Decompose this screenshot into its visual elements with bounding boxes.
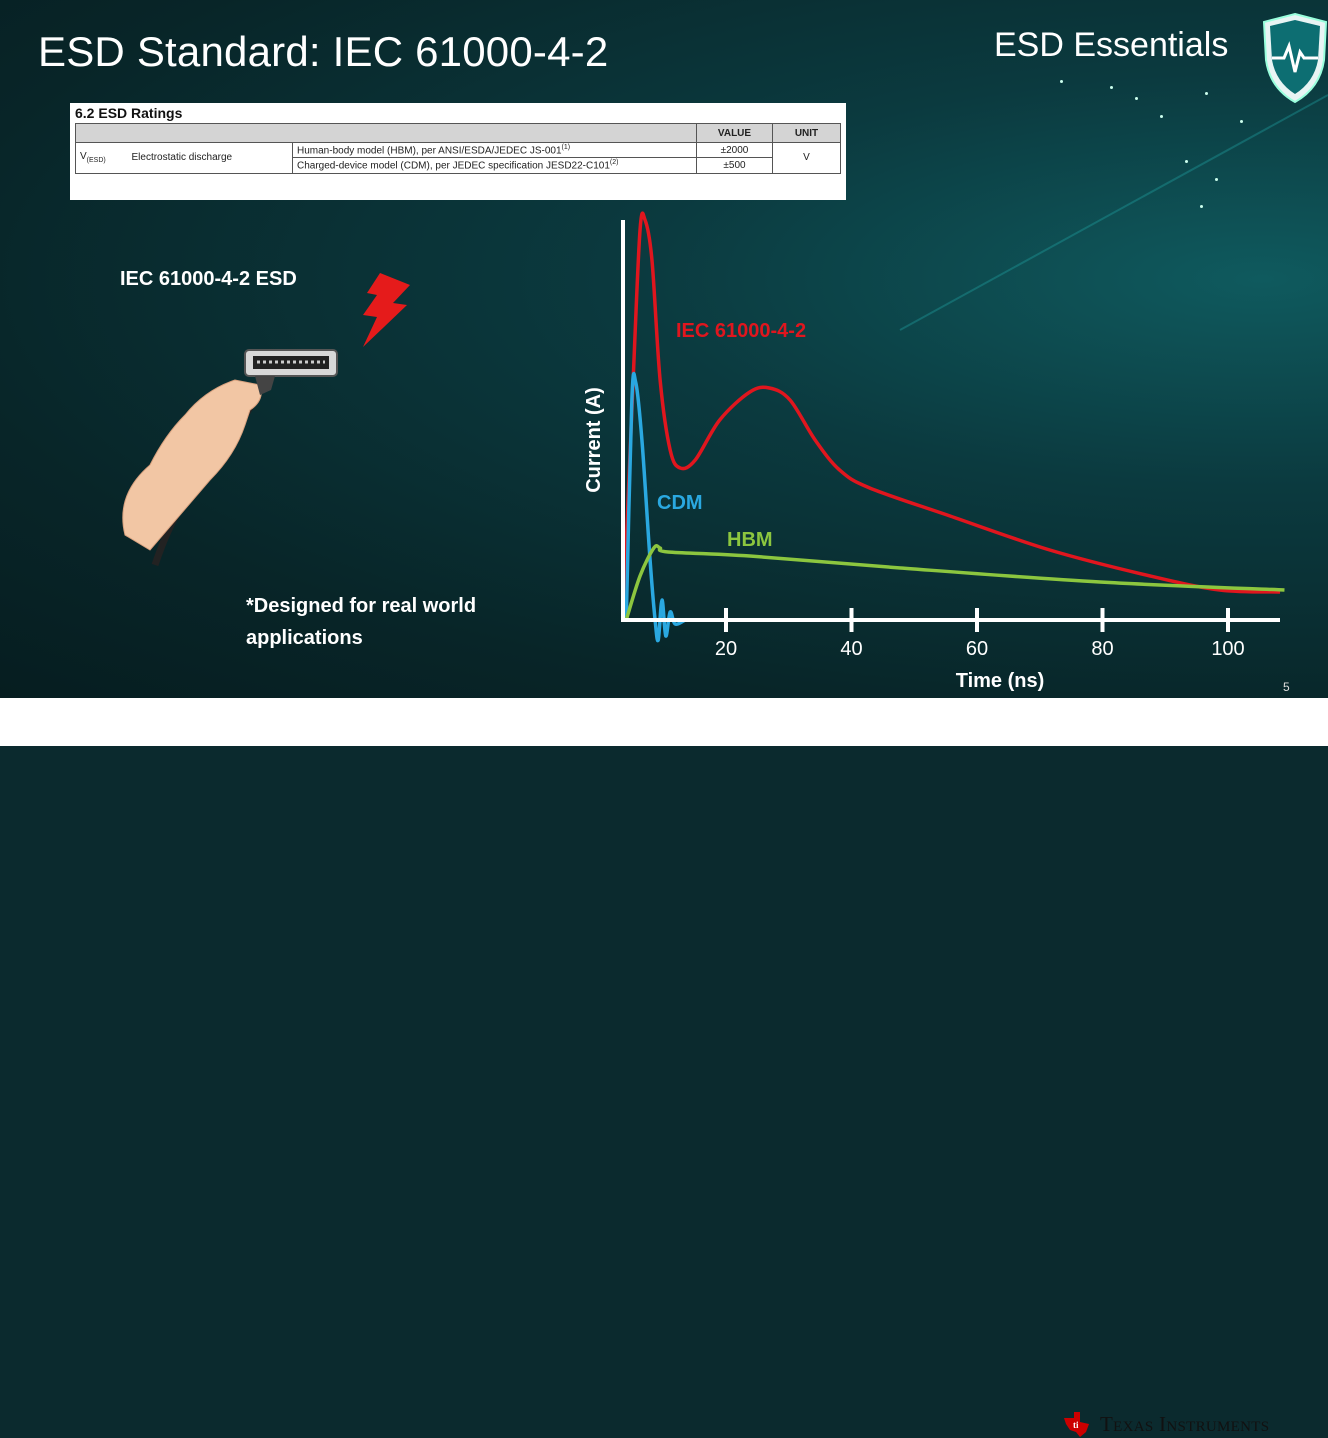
note-line-2: applications xyxy=(246,627,363,649)
table-title: 6.2 ESD Ratings xyxy=(75,105,183,121)
table-header-blank xyxy=(75,123,697,143)
footer-bar: ti Texas Instruments xyxy=(0,698,1328,1437)
note-line-1: *Designed for real world xyxy=(246,595,477,617)
footnote-text: *Designed for real world applications xyxy=(246,590,476,654)
series-line-iec-61000-4-2 xyxy=(621,211,1281,621)
value-cell: ±500 xyxy=(696,157,773,174)
x-tick-label: 20 xyxy=(715,638,737,660)
x-tick-label: 100 xyxy=(1211,638,1244,660)
parameter-cell: Electrostatic discharge xyxy=(127,142,293,174)
series-label-cdm: CDM xyxy=(657,492,703,514)
table-header-unit: UNIT xyxy=(772,123,841,143)
ti-logo-text: Texas Instruments xyxy=(1100,1411,1270,1436)
decorative-streak xyxy=(899,94,1328,331)
unit-cell: V xyxy=(772,142,841,174)
page-number: 5 xyxy=(1283,680,1290,694)
esd-ratings-table: 6.2 ESD Ratings VALUE UNIT V(ESD) Electr… xyxy=(70,103,846,200)
brand-title: ESD Essentials xyxy=(994,26,1229,64)
y-axis-label: Current (A) xyxy=(583,387,605,493)
texas-state-logo-icon: ti xyxy=(1064,1412,1089,1437)
x-tick-label: 80 xyxy=(1091,638,1113,660)
illustration-label: IEC 61000-4-2 ESD xyxy=(120,268,297,290)
slide: ESD Standard: IEC 61000-4-2 ESD Essentia… xyxy=(0,0,1328,698)
series-line-hbm xyxy=(624,544,1285,621)
svg-text:ti: ti xyxy=(1073,1420,1079,1430)
symbol-cell: V(ESD) xyxy=(75,142,128,174)
series-label-hbm: HBM xyxy=(727,529,773,551)
x-tick-label: 60 xyxy=(966,638,988,660)
ti-logo: ti Texas Instruments xyxy=(1062,1410,1269,1438)
x-axis-label: Time (ns) xyxy=(956,670,1045,692)
shield-logo-icon xyxy=(1262,12,1328,104)
x-tick-label: 40 xyxy=(840,638,862,660)
condition-cell: Charged-device model (CDM), per JEDEC sp… xyxy=(292,157,697,174)
slide-title: ESD Standard: IEC 61000-4-2 xyxy=(38,28,609,75)
hand-holding-connector-illustration xyxy=(122,273,410,567)
series-label-iec: IEC 61000-4-2 xyxy=(676,320,806,342)
esd-waveform-chart: 20 40 60 80 100 Time (ns) Current (A) IEC 61… xyxy=(583,94,1328,692)
lightning-bolt-icon xyxy=(363,273,410,347)
